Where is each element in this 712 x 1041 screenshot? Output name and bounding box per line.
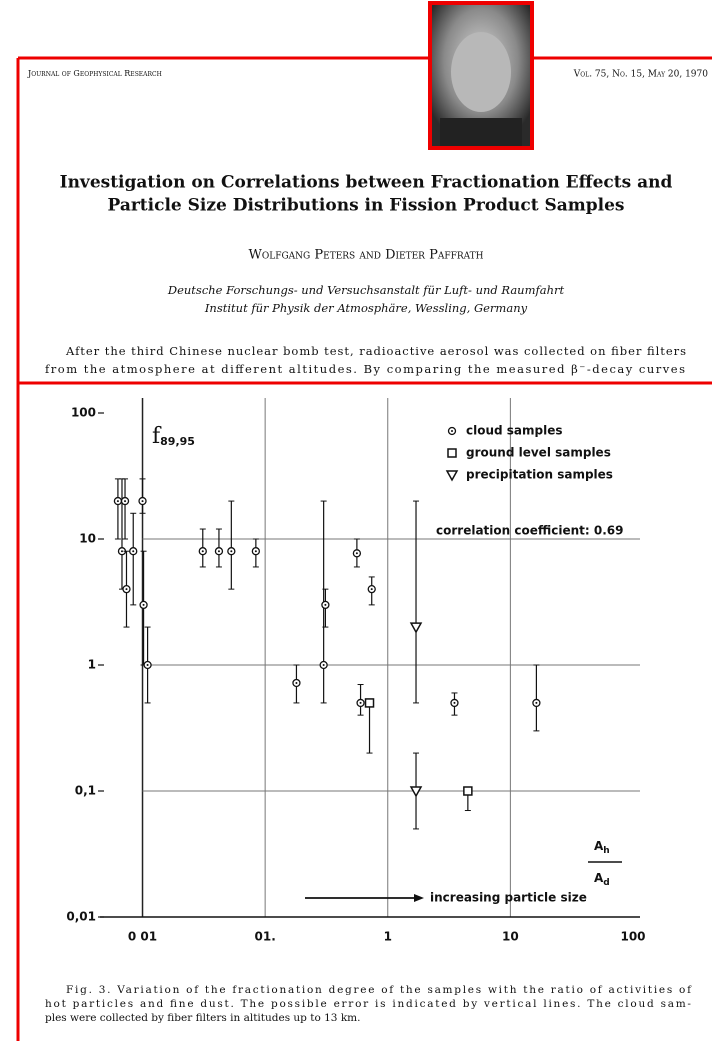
ground-point [364,698,375,708]
marker-dot [535,701,538,704]
marker-dot [125,588,128,591]
marker-dot [451,430,453,432]
issue-info: Vol. 75, No. 15, May 20, 1970 [573,70,708,80]
precipitation-point [409,622,423,634]
marker-dot [141,500,144,503]
x-tick-label: 1 [384,930,392,944]
symbol: A [594,871,604,885]
x-tick-label: 100 [620,930,645,944]
y-label-symbol: f [152,424,162,449]
y-tick-label: 100 [71,406,96,420]
caption-line: hot particles and fine dust. The possibl… [45,998,691,1010]
paper-title: Particle Size Distributions in Fission P… [108,196,625,216]
x-tick-label: 0 01 [128,930,157,944]
ground-point [463,786,473,796]
abstract-line: from the atmosphere at different altitud… [45,362,685,376]
marker-dot [116,500,119,503]
arrow-head [414,894,424,902]
legend-marker [445,470,459,482]
marker-dot [359,701,362,704]
authors: Wolfgang Peters and Dieter Paffrath [249,248,484,263]
y-label-subscript: 89,95 [160,435,195,448]
legend-label: ground level samples [466,446,611,460]
caption-line: Fig. 3. Variation of the fractionation d… [66,984,692,996]
marker-dot [355,552,358,555]
marker-dot [295,681,298,684]
annotation: increasing particle size [430,891,587,905]
x-tick-label: 10 [502,930,519,944]
x-label-denominator: Ad [594,871,610,888]
y-tick-label: 0,1 [75,784,96,798]
abstract-line: After the third Chinese nuclear bomb tes… [65,344,686,358]
marker-dot [370,588,373,591]
marker-dot [217,550,220,553]
x-label-numerator: Ah [594,839,610,856]
marker-dot [201,550,204,553]
y-axis-label: f89,95 [152,424,195,449]
annotation: correlation coefficient: 0.69 [436,524,623,538]
marker-dot [142,603,145,606]
marker-dot [132,550,135,553]
y-tick-label: 0,01 [66,910,96,924]
marker-dot [120,550,123,553]
affiliation: Institut für Physik der Atmosphäre, Wess… [204,301,528,315]
legend-label: cloud samples [466,424,563,438]
legend-label: precipitation samples [466,468,613,482]
precipitation-point [409,786,423,798]
marker-dot [322,664,325,666]
y-tick-label: 1 [88,658,96,672]
x-tick-label: 01. [255,930,276,944]
marker-dot [124,500,127,503]
portrait-suit [440,118,522,146]
subscript: h [603,846,609,856]
marker-dot [146,664,149,666]
portrait-face [451,32,511,112]
legend-marker [447,448,457,458]
marker-dot [230,550,233,553]
symbol: A [594,839,604,853]
marker-dot [324,603,327,606]
affiliation: Deutsche Forschungs- und Versuchsanstalt… [167,283,565,297]
subscript: d [603,878,609,888]
marker-dot [254,550,257,553]
caption-line: ples were collected by fiber filters in … [45,1012,360,1024]
marker-dot [453,701,456,704]
y-tick-label: 10 [79,532,96,546]
paper-title: Investigation on Correlations between Fr… [60,173,673,193]
journal-name: Journal of Geophysical Research [27,69,162,78]
